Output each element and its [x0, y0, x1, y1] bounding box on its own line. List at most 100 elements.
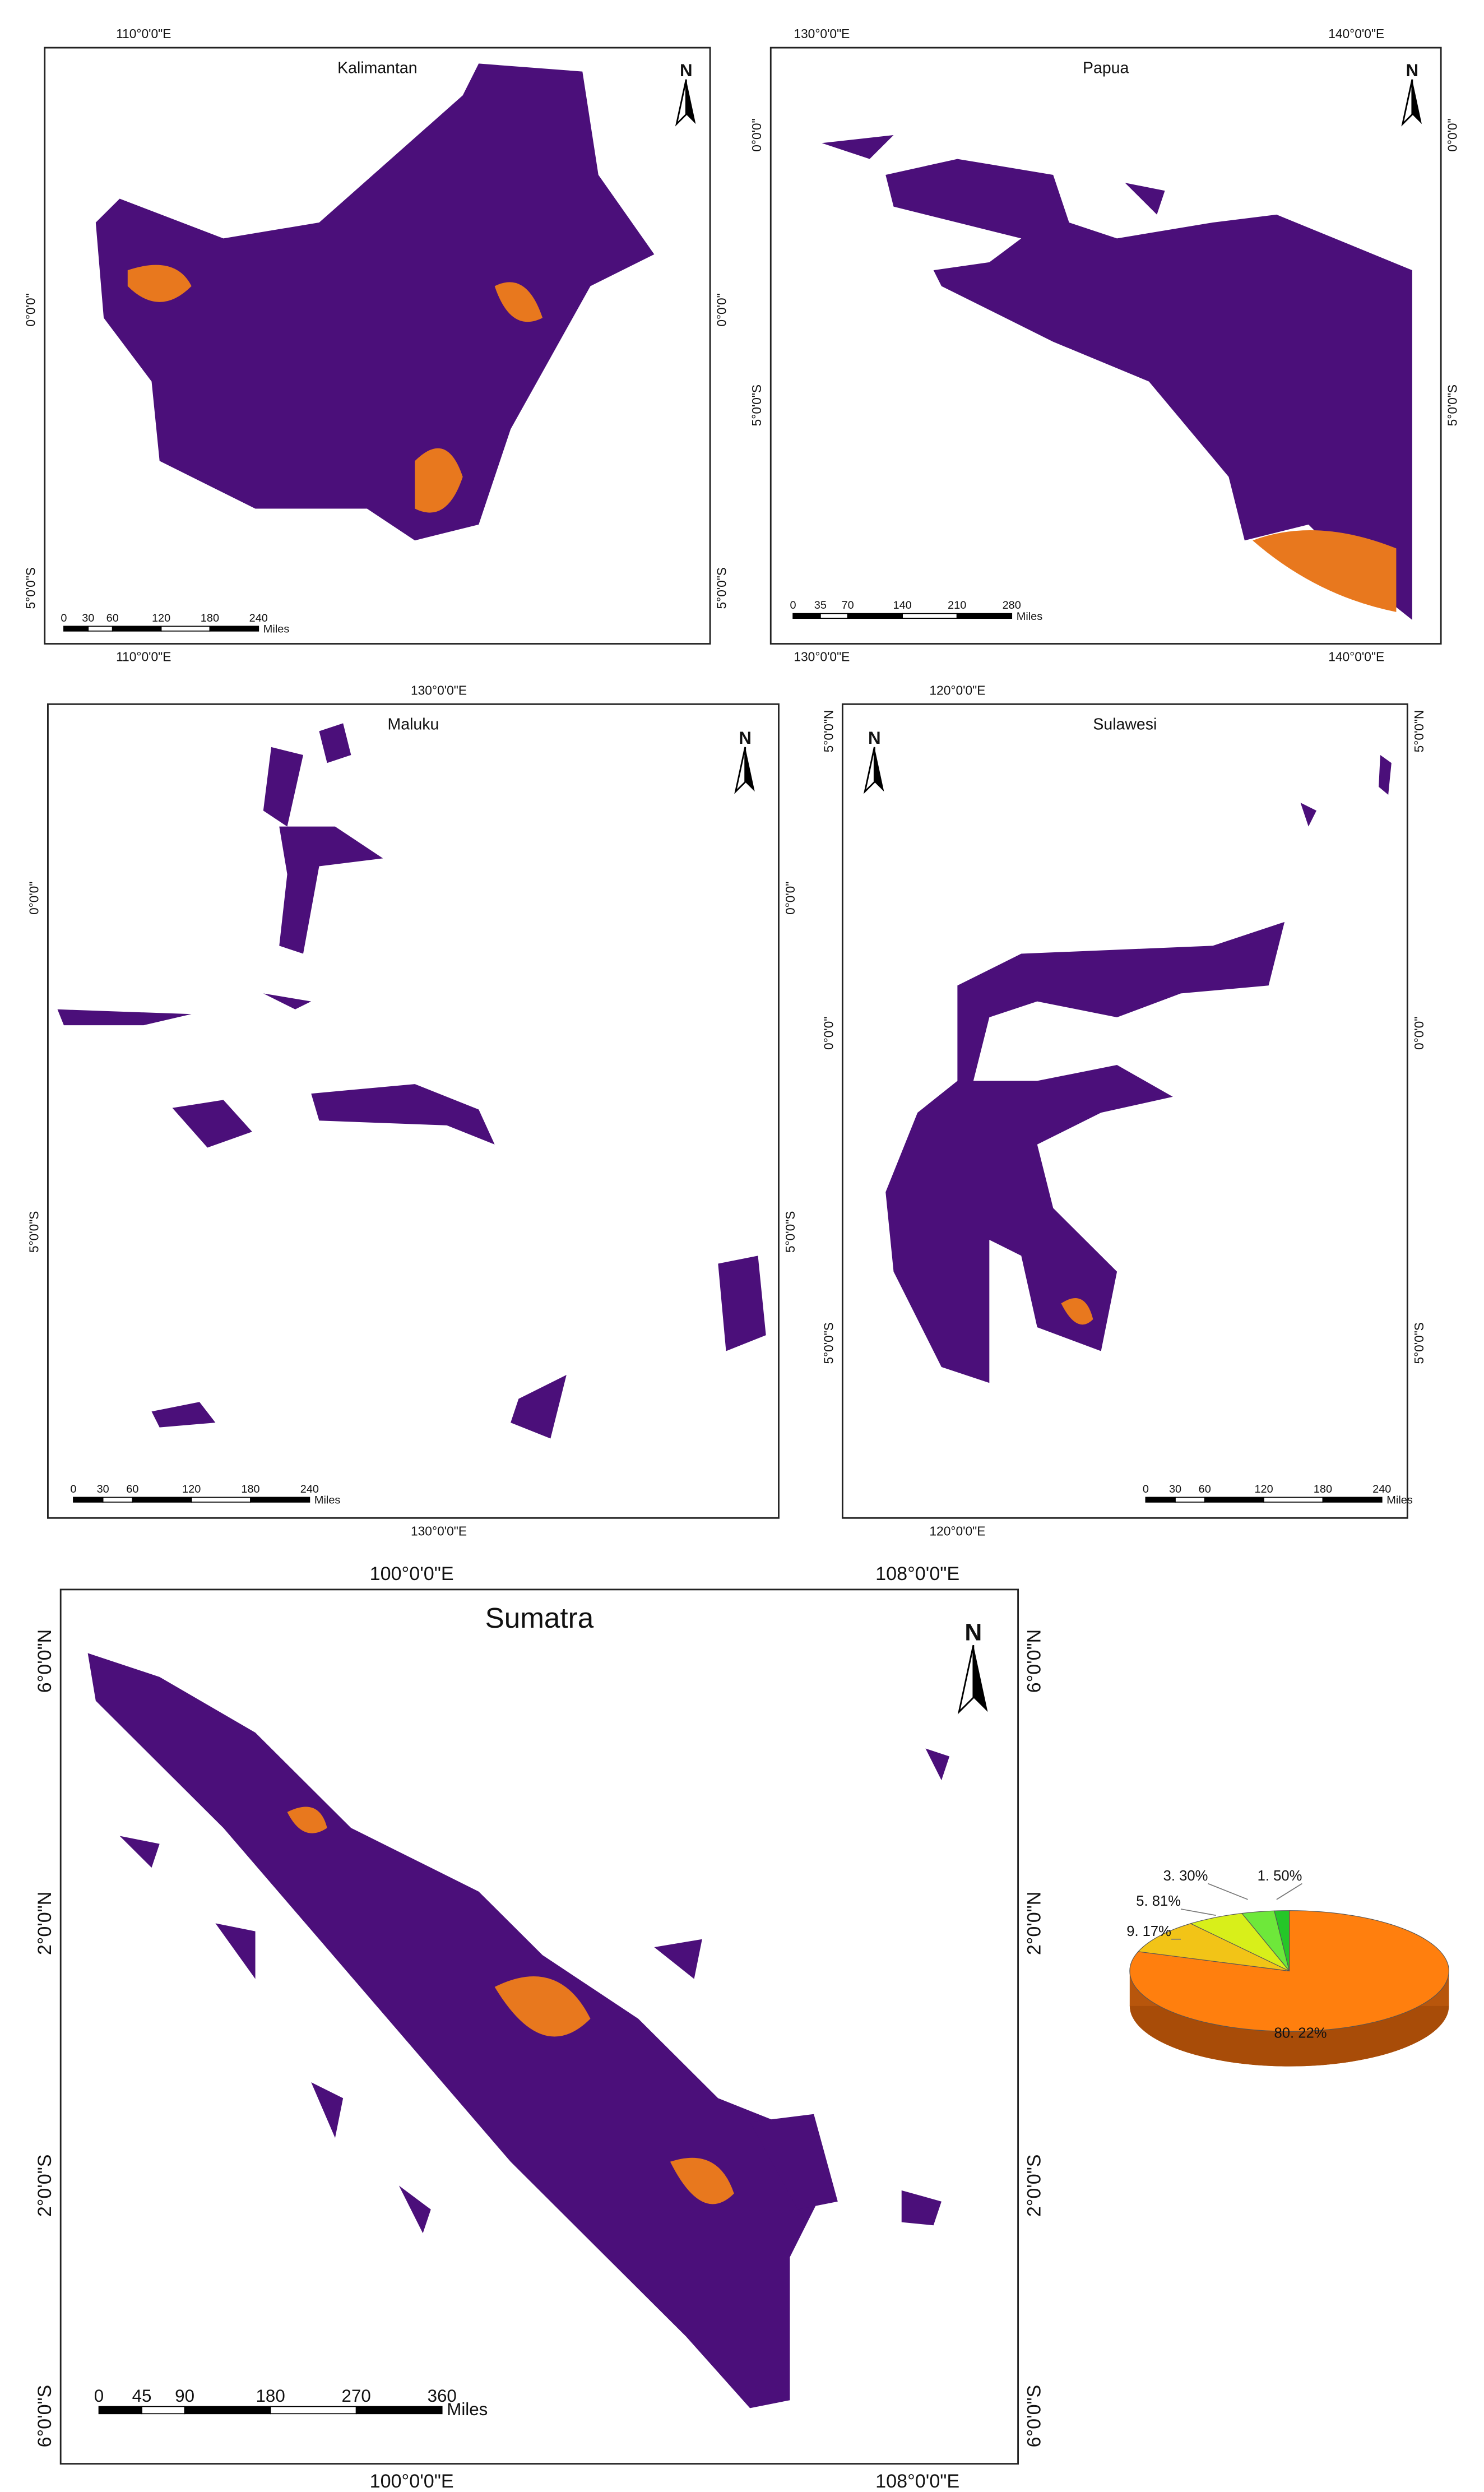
- scale-unit: Miles: [263, 623, 290, 636]
- land: [1300, 803, 1317, 827]
- latitude-label: 5°0'0"S: [783, 1211, 797, 1253]
- scale-label: 45: [132, 2386, 152, 2406]
- land: [901, 2190, 942, 2226]
- longitude-label: 130°0'0"E: [411, 1524, 467, 1539]
- map-panel: Sulawesi 120°0'0"E 120°0'0"E 5°0'0"N 0°0'0" 5…: [821, 683, 1426, 1538]
- latitude-label: 0°0'0": [24, 293, 38, 326]
- scale-label: 0: [790, 599, 796, 612]
- scale-segment: [132, 1497, 192, 1503]
- leader-line: [1276, 1883, 1302, 1900]
- north-label: N: [868, 728, 881, 748]
- map-panel: Papua 130°0'0"E 140°0'0"E 130°0'0"E 140°0'0"…: [749, 26, 1459, 664]
- north-label: N: [1406, 61, 1419, 80]
- scale-segment: [1175, 1497, 1205, 1503]
- scale-label: 30: [97, 1483, 109, 1495]
- scale-label: 30: [82, 612, 94, 624]
- leader-line: [1208, 1883, 1248, 1900]
- land: [57, 1009, 192, 1026]
- latitude-label: 5°0'0"S: [749, 385, 764, 426]
- scale-label: 30: [1169, 1483, 1181, 1495]
- land: [654, 1939, 702, 1979]
- land: [311, 2082, 344, 2138]
- north-arrow: [1412, 79, 1422, 124]
- latitude-label: 2°0'0"S: [34, 2155, 55, 2217]
- map-title: Papua: [1083, 59, 1129, 77]
- scale-label: 60: [126, 1483, 138, 1495]
- latitude-label: 0°0'0": [749, 118, 764, 151]
- scale-segment: [902, 613, 958, 619]
- land: [1379, 755, 1392, 795]
- scale-label: 210: [948, 599, 966, 612]
- scale-segment: [956, 613, 1013, 619]
- pie-slice: [1137, 1923, 1290, 1972]
- longitude-label: 108°0'0"E: [875, 1563, 959, 1585]
- map-title: Kalimantan: [337, 59, 417, 77]
- latitude-label: 2°0'0"N: [34, 1892, 55, 1955]
- land: [263, 993, 312, 1009]
- latitude-label: 6°0'0"S: [34, 2385, 55, 2448]
- leader-line: [1180, 1909, 1216, 1916]
- scale-label: 180: [256, 2386, 285, 2406]
- scale-segment: [102, 1497, 133, 1503]
- scale-label: 120: [182, 1483, 201, 1495]
- land-patch: [494, 1976, 591, 2037]
- scale-unit: Miles: [447, 2400, 488, 2419]
- longitude-label: 130°0'0"E: [794, 26, 850, 41]
- scale-segment: [820, 613, 848, 619]
- latitude-label: 5°0'0"S: [24, 567, 38, 609]
- scale-label: 120: [1254, 1483, 1273, 1495]
- longitude-label: 110°0'0"E: [116, 650, 171, 664]
- scale-segment: [1204, 1497, 1264, 1503]
- map-panel: Kalimantan 110°0'0"E 110°0'0"E 0°0'0" 5°0'0"…: [24, 26, 729, 664]
- scale-segment: [209, 626, 259, 632]
- land: [750, 2114, 838, 2210]
- scale-segment: [1263, 1497, 1324, 1503]
- scale-label: 140: [893, 599, 912, 612]
- scale-segment: [792, 613, 821, 619]
- scale-label: 240: [249, 612, 268, 624]
- scale-label: 180: [241, 1483, 259, 1495]
- pie-label: 80. 22%: [1274, 2026, 1327, 2041]
- scale-label: 240: [1372, 1483, 1391, 1495]
- longitude-label: 110°0'0"E: [116, 26, 171, 41]
- land: [718, 1256, 766, 1351]
- land-patch: [1061, 1298, 1093, 1325]
- longitude-label: 140°0'0"E: [1328, 650, 1384, 664]
- longitude-label: 130°0'0"E: [411, 683, 467, 697]
- pie-label: 1. 50%: [1258, 1868, 1302, 1884]
- land: [319, 723, 351, 763]
- scale-segment: [112, 626, 162, 632]
- north-arrow: [973, 1645, 988, 1712]
- scale-label: 270: [342, 2386, 371, 2406]
- latitude-label: 0°0'0": [783, 882, 797, 915]
- longitude-label: 120°0'0"E: [929, 1524, 985, 1539]
- scale-label: 60: [1199, 1483, 1211, 1495]
- map-panel: Maluku 130°0'0"E 130°0'0"E 0°0'0" 5°0'0"S 0°0…: [26, 683, 797, 1538]
- north-arrow: [1401, 79, 1413, 127]
- scale-unit: Miles: [1386, 1494, 1413, 1507]
- latitude-label: 0°0'0": [1412, 1017, 1426, 1050]
- map-title: Maluku: [388, 716, 439, 734]
- land: [279, 826, 383, 954]
- scale-label: 0: [94, 2386, 104, 2406]
- scale-segment: [184, 2406, 271, 2415]
- land-patch: [494, 282, 543, 322]
- latitude-label: 5°0'0"S: [714, 567, 729, 609]
- scale-label: 0: [70, 1483, 76, 1495]
- scale-label: 280: [1003, 599, 1021, 612]
- scale-segment: [73, 1497, 104, 1503]
- scale-label: 180: [1314, 1483, 1332, 1495]
- latitude-label: 0°0'0": [1445, 118, 1460, 151]
- latitude-label: 5°0'0"N: [1412, 710, 1426, 753]
- land: [1125, 183, 1165, 215]
- scale-segment: [87, 626, 113, 632]
- land-patch: [415, 448, 463, 513]
- map-title: Sulawesi: [1093, 716, 1157, 734]
- scale-segment: [98, 2406, 142, 2415]
- pie-label: 3. 30%: [1163, 1868, 1208, 1884]
- land: [885, 159, 1412, 620]
- scale-label: 90: [175, 2386, 194, 2406]
- scale-label: 60: [106, 612, 119, 624]
- land: [885, 921, 1285, 1383]
